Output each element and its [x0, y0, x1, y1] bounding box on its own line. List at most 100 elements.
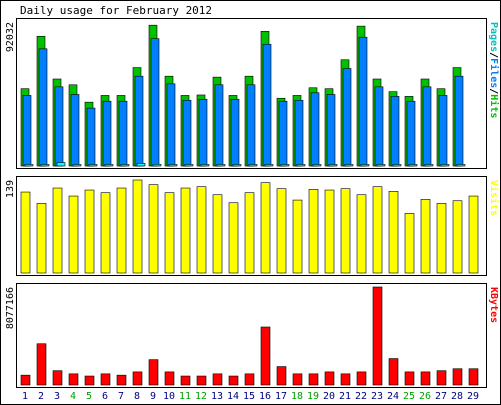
bar-visits [36, 203, 47, 274]
bar-files [262, 43, 272, 167]
bar-kbytes [116, 374, 127, 386]
bar-files [70, 94, 80, 167]
bar-kbytes [196, 375, 207, 386]
bar-visits [292, 199, 303, 274]
bar-pages [360, 164, 370, 167]
bar-visits [52, 187, 63, 274]
bar-pages [56, 162, 66, 167]
bar-files [102, 100, 112, 167]
y-max-label: 92032 [5, 22, 16, 52]
bar-pages [264, 164, 274, 167]
bar-visits [260, 182, 271, 274]
bar-pages [232, 164, 242, 167]
panel-kbytes: 8077166 KBytes [5, 283, 499, 388]
bar-visits [468, 195, 479, 274]
series-label-part: / [488, 88, 499, 94]
bar-pages [440, 164, 450, 167]
bar-pages [104, 164, 114, 167]
x-tick-label: 1 [22, 391, 28, 402]
x-tick-label: 18 [291, 391, 303, 402]
bar-kbytes [276, 366, 287, 386]
bar-kbytes [404, 371, 415, 386]
bar-visits [340, 188, 351, 274]
bar-files [246, 84, 256, 167]
bar-files [422, 86, 432, 167]
bar-kbytes [452, 368, 463, 386]
bar-files [38, 48, 48, 167]
x-tick-label: 2 [38, 391, 44, 402]
series-label-part: Hits [488, 94, 500, 118]
x-tick-label: 9 [150, 391, 156, 402]
x-tick-label: 16 [259, 391, 271, 402]
x-tick-label: 14 [227, 391, 239, 402]
x-tick-label: 20 [323, 391, 335, 402]
bar-pages [88, 164, 98, 167]
x-tick-label: 21 [339, 391, 351, 402]
x-tick-label: 23 [371, 391, 383, 402]
bar-visits [436, 203, 447, 274]
panel-visits: 139 Visits [5, 176, 500, 276]
series-label-part: KBytes [488, 287, 499, 323]
bar-files [134, 75, 144, 167]
bar-kbytes [340, 373, 351, 386]
bar-kbytes [244, 373, 255, 386]
x-tick-label: 6 [102, 391, 108, 402]
x-tick-label: 7 [118, 391, 124, 402]
bar-pages [200, 164, 210, 167]
bar-kbytes [148, 359, 159, 386]
panel-series-label: Pages/Files/Hits [488, 22, 500, 118]
bar-pages [328, 164, 338, 167]
bar-visits [276, 188, 287, 274]
bar-kbytes [388, 358, 399, 386]
bar-files [22, 95, 32, 167]
bar-kbytes [36, 343, 47, 386]
bar-pages [296, 164, 306, 167]
bar-visits [228, 202, 239, 274]
bar-visits [388, 191, 399, 274]
bar-visits [356, 194, 367, 274]
x-tick-label: 8 [134, 391, 140, 402]
bar-visits [244, 192, 255, 274]
bar-files [454, 75, 464, 167]
x-tick-label: 29 [467, 391, 479, 402]
bar-pages [40, 164, 50, 167]
bar-kbytes [292, 373, 303, 386]
bar-visits [116, 187, 127, 274]
series-label-part: / [488, 52, 499, 58]
bar-files [214, 84, 224, 167]
bar-visits [452, 200, 463, 274]
bar-visits [20, 191, 31, 274]
bar-files [406, 100, 416, 167]
bar-pages [136, 163, 146, 167]
bar-kbytes [84, 375, 95, 386]
y-max-label: 139 [5, 180, 16, 198]
x-tick-label: 11 [179, 391, 191, 402]
bar-files [150, 38, 160, 167]
bar-visits [100, 192, 111, 274]
bar-kbytes [356, 371, 367, 386]
series-label-part: Visits [488, 180, 500, 216]
panel-series-label: KBytes [488, 287, 499, 323]
bar-kbytes [132, 371, 143, 386]
bar-kbytes [212, 373, 223, 386]
bar-kbytes [372, 286, 383, 386]
bar-visits [324, 189, 335, 274]
bar-pages [72, 164, 82, 167]
bar-kbytes [52, 370, 63, 386]
x-tick-label: 26 [419, 391, 431, 402]
bar-pages [168, 164, 178, 167]
bar-pages [216, 164, 226, 167]
bar-files [374, 86, 384, 167]
x-axis-labels: 1 2 3 4 5 6 7 8 9 10 11 12 13 14 15 16 17 18 19 20 21 22 23 24 2… [22, 391, 479, 402]
bar-files [294, 99, 304, 167]
x-tick-label: 28 [451, 391, 463, 402]
bar-kbytes [260, 326, 271, 386]
x-tick-label: 27 [435, 391, 447, 402]
bar-kbytes [180, 375, 191, 386]
x-tick-label: 24 [387, 391, 399, 402]
bar-kbytes [228, 375, 239, 386]
bar-files [326, 94, 336, 167]
bar-files [86, 107, 96, 167]
bar-pages [312, 164, 322, 167]
bar-files [118, 100, 128, 167]
